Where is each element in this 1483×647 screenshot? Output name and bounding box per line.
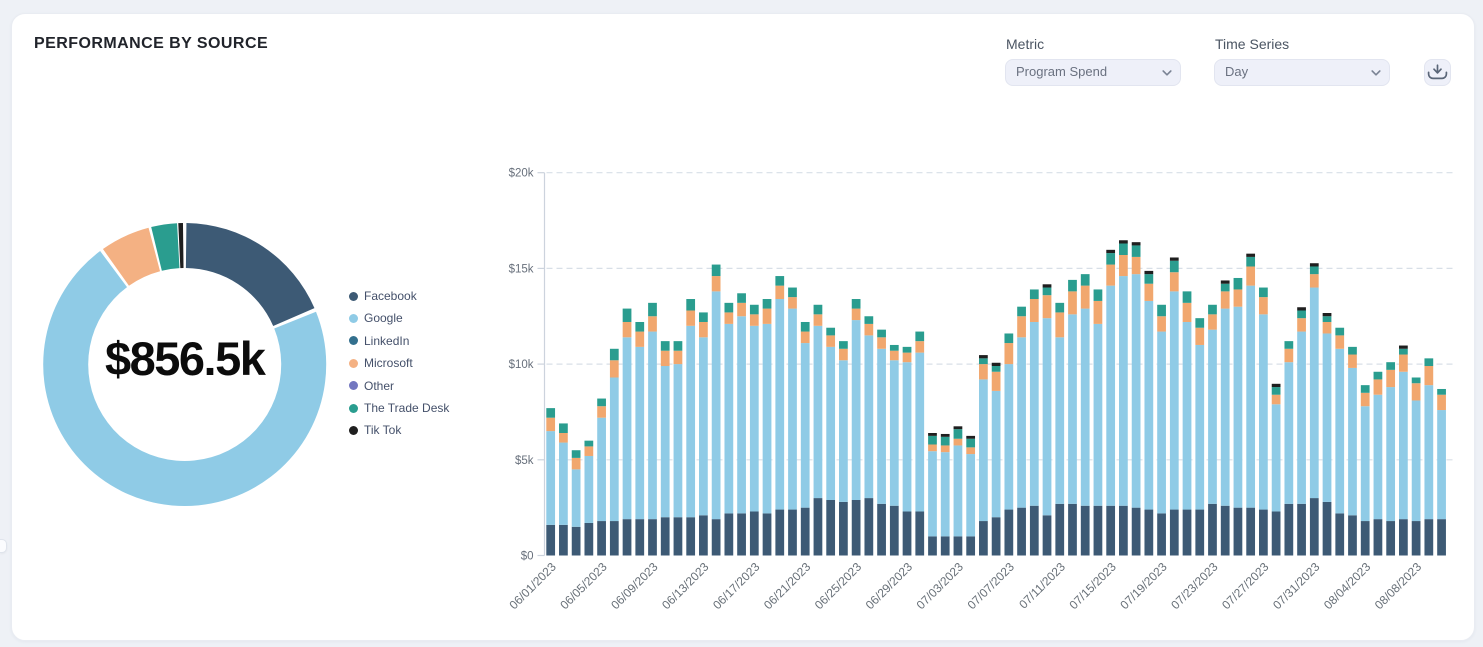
svg-text:07/27/2023: 07/27/2023 (1219, 559, 1272, 612)
svg-text:$5k: $5k (515, 455, 534, 467)
svg-text:06/09/2023: 06/09/2023 (608, 559, 661, 612)
svg-text:07/19/2023: 07/19/2023 (1117, 559, 1170, 612)
svg-text:07/07/2023: 07/07/2023 (965, 559, 1018, 612)
svg-text:07/31/2023: 07/31/2023 (1270, 559, 1323, 612)
svg-text:$0: $0 (521, 551, 534, 563)
svg-text:$15k: $15k (509, 263, 534, 275)
svg-text:06/05/2023: 06/05/2023 (557, 559, 610, 612)
svg-text:08/08/2023: 08/08/2023 (1372, 559, 1425, 612)
svg-text:07/15/2023: 07/15/2023 (1066, 559, 1119, 612)
svg-text:$10k: $10k (509, 359, 534, 371)
svg-text:06/13/2023: 06/13/2023 (659, 559, 712, 612)
svg-text:06/25/2023: 06/25/2023 (812, 559, 865, 612)
svg-text:06/21/2023: 06/21/2023 (761, 559, 814, 612)
svg-text:07/03/2023: 07/03/2023 (914, 559, 967, 612)
svg-text:08/04/2023: 08/04/2023 (1321, 559, 1374, 612)
svg-text:06/17/2023: 06/17/2023 (710, 559, 763, 612)
svg-text:06/29/2023: 06/29/2023 (863, 559, 916, 612)
svg-text:06/01/2023: 06/01/2023 (506, 559, 559, 612)
svg-text:07/11/2023: 07/11/2023 (1016, 559, 1068, 611)
svg-text:$20k: $20k (509, 168, 534, 180)
svg-text:07/23/2023: 07/23/2023 (1168, 559, 1221, 612)
